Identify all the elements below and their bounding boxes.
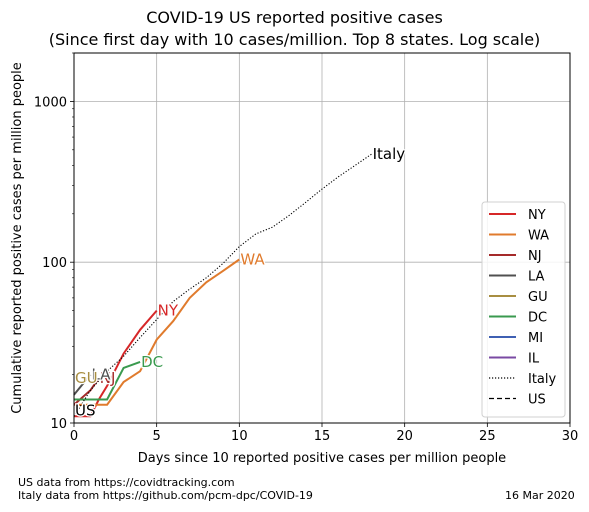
- x-axis-label: Days since 10 reported positive cases pe…: [138, 451, 506, 466]
- legend-label-gu: GU: [528, 290, 548, 305]
- y-tick-label: 100: [42, 256, 67, 271]
- y-axis-label: Cumulative reported positive cases per m…: [10, 62, 25, 414]
- series-label-nj: NJ: [100, 369, 116, 387]
- chart-subtitle: (Since first day with 10 cases/million. …: [48, 30, 541, 49]
- series-line-dc: [74, 360, 141, 401]
- y-tick-label: 10: [50, 417, 67, 432]
- legend-label-us: US: [528, 393, 546, 408]
- x-tick-label: 30: [562, 429, 579, 444]
- legend-label-ny: NY: [528, 208, 546, 223]
- x-tick-label: 10: [231, 429, 248, 444]
- y-tick-label: 1000: [34, 95, 67, 110]
- series-line-wa: [74, 258, 240, 406]
- series-label-italy: Italy: [373, 145, 406, 163]
- series-label-la: LA: [92, 366, 112, 384]
- italy-source-note: Italy data from https://github.com/pcm-d…: [18, 489, 313, 502]
- series-label-gu: GU: [75, 369, 98, 387]
- x-tick-label: 5: [153, 429, 161, 444]
- series-line-italy: [73, 153, 372, 417]
- legend-label-la: LA: [528, 270, 545, 285]
- series-label-dc: DC: [141, 353, 163, 371]
- series-label-us: US: [75, 401, 96, 419]
- series-line-ny: [74, 309, 158, 418]
- plot-frame: [73, 52, 571, 424]
- legend-label-italy: Italy: [528, 372, 557, 387]
- legend-label-dc: DC: [528, 311, 547, 326]
- legend-label-mi: MI: [528, 331, 543, 346]
- chart-title: COVID-19 US reported positive cases: [146, 8, 443, 27]
- x-tick-label: 15: [314, 429, 331, 444]
- legend-label-nj: NJ: [528, 249, 542, 264]
- legend-label-wa: WA: [528, 229, 549, 244]
- series-label-wa: WA: [240, 250, 265, 268]
- x-tick-label: 20: [396, 429, 413, 444]
- series-label-ny: NY: [158, 302, 179, 320]
- x-tick-label: 0: [70, 429, 78, 444]
- legend-label-il: IL: [528, 352, 540, 367]
- series-line-la: [73, 373, 92, 396]
- us-source-note: US data from https://covidtracking.com: [18, 476, 235, 489]
- date-stamp: 16 Mar 2020: [505, 489, 575, 502]
- x-tick-label: 25: [479, 429, 496, 444]
